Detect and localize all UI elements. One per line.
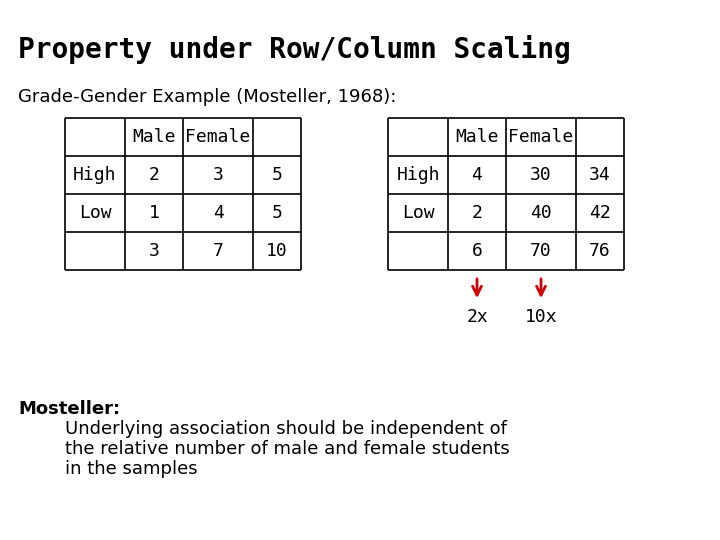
Text: Male: Male [455,128,499,146]
Text: 2: 2 [148,166,159,184]
Text: Underlying association should be independent of: Underlying association should be indepen… [65,420,507,438]
Text: 3: 3 [148,242,159,260]
Text: 4: 4 [472,166,482,184]
Text: Property under Row/Column Scaling: Property under Row/Column Scaling [18,35,571,64]
Text: 5: 5 [271,204,282,222]
Text: 10: 10 [266,242,288,260]
Text: Low: Low [78,204,112,222]
Text: 40: 40 [530,204,552,222]
Text: Grade-Gender Example (Mosteller, 1968):: Grade-Gender Example (Mosteller, 1968): [18,88,397,106]
Text: Female: Female [508,128,574,146]
Text: Mosteller:: Mosteller: [18,400,120,418]
Text: 1: 1 [148,204,159,222]
Text: 7: 7 [212,242,223,260]
Text: 76: 76 [589,242,611,260]
Text: 4: 4 [212,204,223,222]
Text: High: High [73,166,117,184]
Text: Low: Low [402,204,434,222]
Text: 30: 30 [530,166,552,184]
Text: 70: 70 [530,242,552,260]
Text: 6: 6 [472,242,482,260]
Text: 34: 34 [589,166,611,184]
Text: 5: 5 [271,166,282,184]
Text: Male: Male [132,128,176,146]
Text: Female: Female [185,128,251,146]
Text: 42: 42 [589,204,611,222]
Text: 3: 3 [212,166,223,184]
Text: 10x: 10x [525,308,557,326]
Text: the relative number of male and female students: the relative number of male and female s… [65,440,510,458]
Text: 2x: 2x [466,308,488,326]
Text: High: High [396,166,440,184]
Text: 2: 2 [472,204,482,222]
Text: in the samples: in the samples [65,460,197,478]
